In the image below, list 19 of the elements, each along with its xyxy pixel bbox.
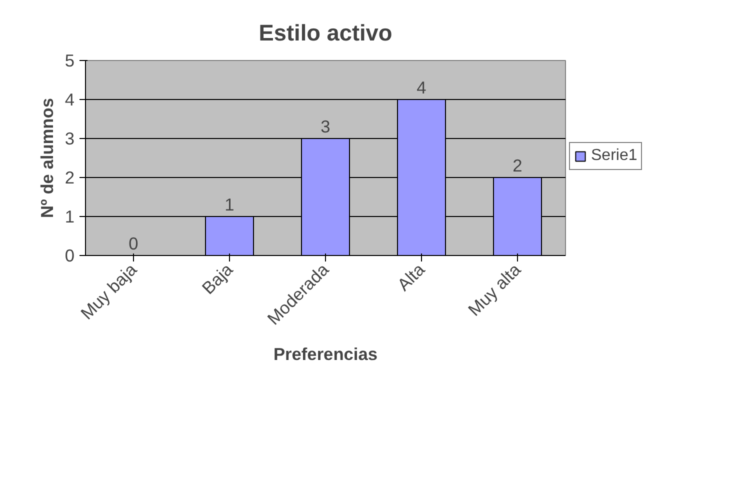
data-label: 0 bbox=[128, 234, 138, 254]
x-tick-label: Alta bbox=[393, 259, 429, 295]
y-tick-label: 2 bbox=[64, 168, 75, 188]
legend-label: Serie1 bbox=[591, 147, 638, 165]
data-label: 3 bbox=[320, 116, 330, 136]
chart-title: Estilo activo bbox=[258, 20, 392, 46]
x-tick-label: Muy alta bbox=[464, 259, 525, 320]
y-tick-label: 0 bbox=[64, 246, 75, 266]
y-tick-label: 5 bbox=[64, 50, 75, 70]
data-label: 4 bbox=[416, 78, 427, 98]
data-label: 1 bbox=[224, 194, 234, 214]
y-tick-label: 4 bbox=[64, 90, 75, 110]
x-tick-label: Muy baja bbox=[76, 259, 141, 324]
x-tick-label: Baja bbox=[198, 259, 237, 298]
y-tick-label: 1 bbox=[64, 206, 75, 226]
x-axis-title: Preferencias bbox=[273, 344, 378, 364]
y-axis-title: Nº de alumnos bbox=[36, 98, 57, 218]
y-tick-label: 3 bbox=[64, 128, 75, 148]
data-label: 2 bbox=[512, 156, 522, 176]
